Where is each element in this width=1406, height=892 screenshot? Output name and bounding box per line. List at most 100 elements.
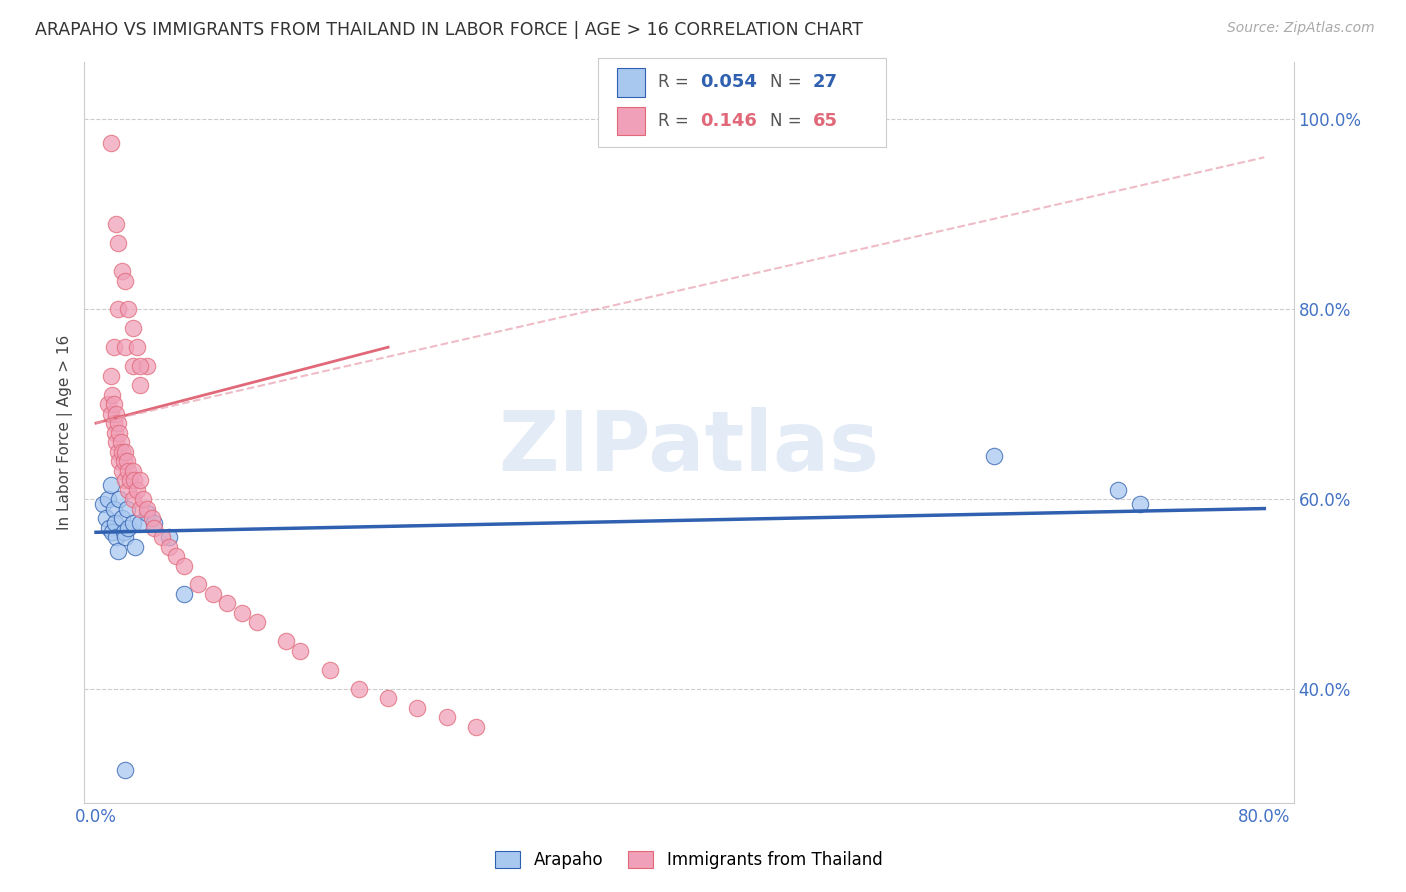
Point <box>157 540 180 554</box>
Text: N =: N = <box>770 73 807 91</box>
Point <box>143 516 166 530</box>
Text: R =: R = <box>658 112 695 129</box>
Point <box>121 359 143 374</box>
Point <box>101 387 124 401</box>
Point <box>165 549 187 563</box>
Point <box>104 425 127 440</box>
Point <box>173 558 195 573</box>
Point <box>100 407 122 421</box>
Point <box>125 483 148 497</box>
Point <box>114 274 136 288</box>
Point <box>1129 497 1152 511</box>
Text: R =: R = <box>658 73 695 91</box>
Point <box>231 606 253 620</box>
Point <box>105 217 128 231</box>
Point <box>114 530 136 544</box>
Point <box>103 397 125 411</box>
Point <box>464 720 486 734</box>
Point <box>112 454 135 468</box>
Point <box>377 691 399 706</box>
Point <box>107 544 129 558</box>
Point <box>98 520 121 534</box>
Point <box>983 450 1005 464</box>
Point <box>143 520 166 534</box>
Point <box>108 425 131 440</box>
Point <box>125 340 148 354</box>
Point <box>93 497 115 511</box>
Point <box>100 478 122 492</box>
Text: ARAPAHO VS IMMIGRANTS FROM THAILAND IN LABOR FORCE | AGE > 16 CORRELATION CHART: ARAPAHO VS IMMIGRANTS FROM THAILAND IN L… <box>35 21 863 38</box>
Point <box>121 464 143 478</box>
Point <box>117 302 139 317</box>
Point <box>108 491 131 506</box>
Point <box>101 525 124 540</box>
Point <box>104 516 127 530</box>
Point <box>117 464 139 478</box>
Point <box>105 407 128 421</box>
Point <box>114 473 136 487</box>
Point <box>128 501 150 516</box>
Point <box>103 501 125 516</box>
Point <box>274 634 297 648</box>
Text: 0.146: 0.146 <box>700 112 756 129</box>
Point <box>318 663 340 677</box>
Point <box>128 378 150 392</box>
Point <box>103 416 125 430</box>
Point <box>124 540 146 554</box>
Point <box>108 454 131 468</box>
Point <box>290 644 312 658</box>
Y-axis label: In Labor Force | Age > 16: In Labor Force | Age > 16 <box>58 335 73 530</box>
Point <box>111 264 134 278</box>
Point <box>128 516 150 530</box>
Point <box>132 491 155 506</box>
Point <box>1107 483 1129 497</box>
Text: ZIPatlas: ZIPatlas <box>499 407 879 488</box>
Point <box>121 516 143 530</box>
Point <box>112 525 135 540</box>
Point <box>115 454 138 468</box>
Point <box>105 530 128 544</box>
Point <box>115 501 138 516</box>
Point <box>111 464 134 478</box>
Text: Source: ZipAtlas.com: Source: ZipAtlas.com <box>1227 21 1375 35</box>
Point <box>111 444 134 458</box>
Point <box>217 597 239 611</box>
Point <box>141 511 163 525</box>
Text: 27: 27 <box>813 73 838 91</box>
Point <box>128 359 150 374</box>
Point <box>121 491 143 506</box>
Point <box>107 416 129 430</box>
Text: 65: 65 <box>813 112 838 129</box>
Point <box>136 506 159 520</box>
Point <box>107 302 129 317</box>
Point <box>157 530 180 544</box>
Point <box>97 397 120 411</box>
Point <box>347 681 370 696</box>
Point <box>100 368 122 383</box>
Point <box>136 359 159 374</box>
Point <box>117 520 139 534</box>
Point <box>107 235 129 250</box>
Point <box>107 444 129 458</box>
Point <box>118 473 141 487</box>
Point <box>136 501 159 516</box>
Point <box>201 587 224 601</box>
Point <box>96 511 118 525</box>
Point <box>122 473 145 487</box>
Point <box>110 435 132 450</box>
Point <box>406 701 429 715</box>
Point <box>114 340 136 354</box>
Point <box>150 530 173 544</box>
Point <box>97 491 120 506</box>
Point <box>105 435 128 450</box>
Text: N =: N = <box>770 112 807 129</box>
Legend: Arapaho, Immigrants from Thailand: Arapaho, Immigrants from Thailand <box>489 845 889 876</box>
Point <box>187 577 209 591</box>
Point <box>246 615 269 630</box>
Point <box>128 473 150 487</box>
Text: 0.054: 0.054 <box>700 73 756 91</box>
Point <box>111 511 134 525</box>
Point <box>114 763 136 777</box>
Point <box>114 444 136 458</box>
Point <box>436 710 458 724</box>
